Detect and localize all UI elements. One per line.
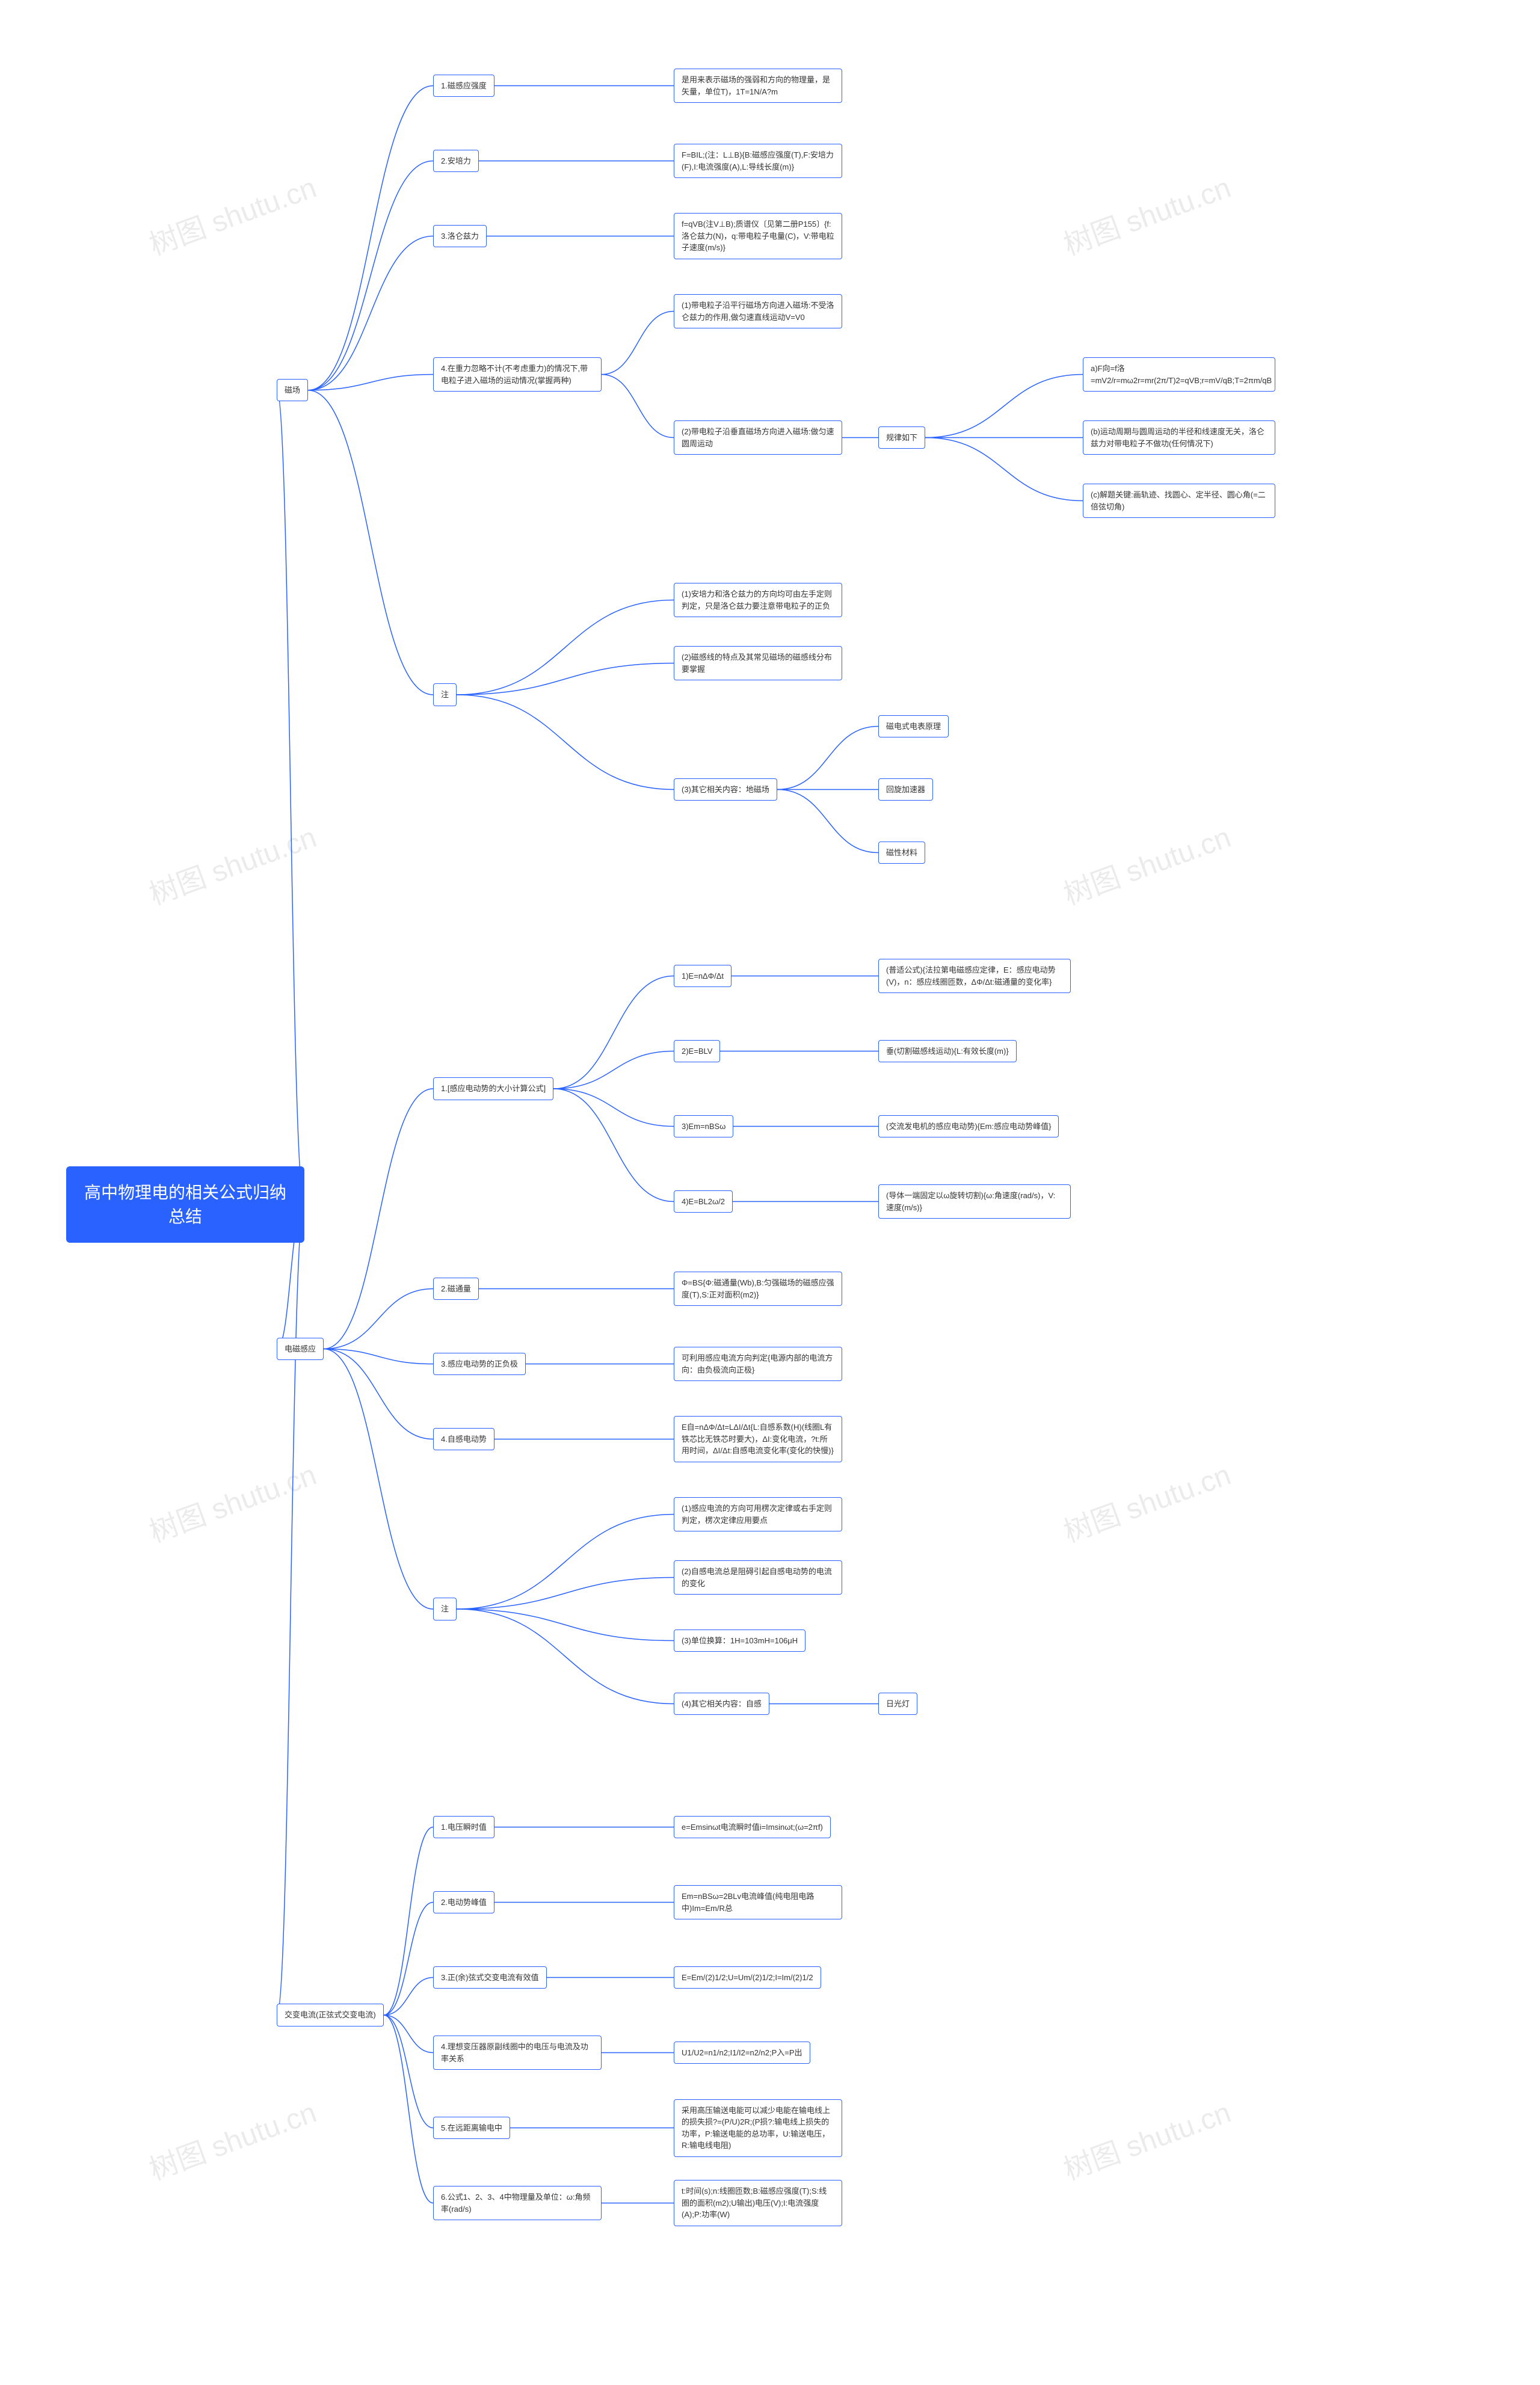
watermark: 树图 shutu.cn <box>143 2088 321 2188</box>
mindmap-node[interactable]: (2)自感电流总是阻碍引起自感电动势的电流的变化 <box>674 1560 842 1595</box>
mindmap-node[interactable]: (导体一端固定以ω旋转切割){ω:角速度(rad/s)，V:速度(m/s)} <box>878 1184 1071 1219</box>
mindmap-node[interactable]: 6.公式1、2、3、4中物理量及单位：ω:角频率(rad/s) <box>433 2186 602 2220</box>
mindmap-node[interactable]: (1)带电粒子沿平行磁场方向进入磁场:不受洛仑兹力的作用,做匀速直线运动V=V0 <box>674 294 842 328</box>
mindmap-node[interactable]: 4.自感电动势 <box>433 1428 494 1451</box>
mindmap-node[interactable]: 磁场 <box>277 379 308 402</box>
mindmap-node[interactable]: 2)E=BLV <box>674 1040 720 1063</box>
mindmap-node[interactable]: (2)带电粒子沿垂直磁场方向进入磁场:做匀速圆周运动 <box>674 420 842 455</box>
mindmap-canvas: 树图 shutu.cn 树图 shutu.cn 树图 shutu.cn 树图 shut… <box>24 24 1516 2337</box>
mindmap-node[interactable]: 磁电式电表原理 <box>878 715 949 738</box>
mindmap-node[interactable]: 1.电压瞬时值 <box>433 1816 494 1839</box>
mindmap-node[interactable]: 磁性材料 <box>878 842 925 864</box>
mindmap-node[interactable]: E自=nΔΦ/Δt=LΔI/Δt{L:自感系数(H)(线圈L有铁芯比无铁芯时要大… <box>674 1416 842 1462</box>
mindmap-node[interactable]: 2.磁通量 <box>433 1278 479 1300</box>
watermark: 树图 shutu.cn <box>1057 1451 1236 1550</box>
mindmap-node[interactable]: (1)安培力和洛仑兹力的方向均可由左手定则判定，只是洛仑兹力要注意带电粒子的正负 <box>674 583 842 617</box>
watermark: 树图 shutu.cn <box>143 164 321 263</box>
mindmap-node[interactable]: 4)E=BL2ω/2 <box>674 1190 733 1213</box>
mindmap-node[interactable]: 4.在重力忽略不计(不考虑重力)的情况下,带电粒子进入磁场的运动情况(掌握两种) <box>433 357 602 392</box>
mindmap-node[interactable]: 1.[感应电动势的大小计算公式] <box>433 1077 553 1100</box>
mindmap-node[interactable]: t:时间(s);n:线圈匝数;B:磁感应强度(T);S:线圈的面积(m2);U输… <box>674 2180 842 2226</box>
mindmap-node[interactable]: 可利用感应电流方向判定{电源内部的电流方向：由负极流向正极} <box>674 1347 842 1381</box>
mindmap-node[interactable]: 日光灯 <box>878 1693 917 1716</box>
mindmap-node[interactable]: (2)磁感线的特点及其常见磁场的磁感线分布要掌握 <box>674 646 842 680</box>
mindmap-node[interactable]: 电磁感应 <box>277 1338 324 1361</box>
mindmap-node[interactable]: U1/U2=n1/n2;I1/I2=n2/n2;P入=P出 <box>674 2042 810 2064</box>
mindmap-node[interactable]: 1.磁感应强度 <box>433 75 494 97</box>
mindmap-node[interactable]: 5.在远距离输电中 <box>433 2117 510 2140</box>
mindmap-node[interactable]: 2.安培力 <box>433 150 479 173</box>
mindmap-node[interactable]: Em=nBSω=2BLv电流峰值(纯电阻电路中)Im=Em/R总 <box>674 1885 842 1919</box>
mindmap-node[interactable]: 回旋加速器 <box>878 778 933 801</box>
mindmap-node[interactable]: a)F向=f洛=mV2/r=mω2r=mr(2π/T)2=qVB;r=mV/qB… <box>1083 357 1275 392</box>
mindmap-node[interactable]: 3.正(余)弦式交变电流有效值 <box>433 1966 547 1989</box>
mindmap-node[interactable]: (交流发电机的感应电动势){Em:感应电动势峰值} <box>878 1115 1059 1138</box>
mindmap-node[interactable]: (b)运动周期与圆周运动的半径和线速度无关，洛仑兹力对带电粒子不做功(任何情况下… <box>1083 420 1275 455</box>
mindmap-node[interactable]: (c)解题关键:画轨迹、找圆心、定半径、圆心角(=二倍弦切角) <box>1083 484 1275 518</box>
mindmap-node[interactable]: E=Em/(2)1/2;U=Um/(2)1/2;I=Im/(2)1/2 <box>674 1966 821 1989</box>
mindmap-node[interactable]: (4)其它相关内容：自感 <box>674 1693 769 1716</box>
mindmap-node[interactable]: 3)Em=nBSω <box>674 1115 733 1138</box>
watermark: 树图 shutu.cn <box>1057 164 1236 263</box>
watermark: 树图 shutu.cn <box>143 813 321 912</box>
mindmap-node[interactable]: 1)E=nΔΦ/Δt <box>674 965 732 988</box>
mindmap-node[interactable]: (普适公式){法拉第电磁感应定律，E：感应电动势(V)，n：感应线圈匝数，ΔΦ/… <box>878 959 1071 993</box>
mindmap-node[interactable]: 3.感应电动势的正负极 <box>433 1353 526 1376</box>
mindmap-node[interactable]: 注 <box>433 683 457 706</box>
mindmap-node[interactable]: 交变电流(正弦式交变电流) <box>277 2004 384 2026</box>
mindmap-node[interactable]: 是用来表示磁场的强弱和方向的物理量，是矢量，单位T)，1T=1N/A?m <box>674 69 842 103</box>
mindmap-node[interactable]: F=BIL;(注：L⊥B){B:磁感应强度(T),F:安培力(F),I:电流强度… <box>674 144 842 178</box>
mindmap-node[interactable]: 3.洛仑兹力 <box>433 225 487 248</box>
mindmap-node[interactable]: 4.理想变压器原副线圈中的电压与电流及功率关系 <box>433 2036 602 2070</box>
mindmap-node[interactable]: 注 <box>433 1598 457 1620</box>
mindmap-node[interactable]: 采用高压输送电能可以减少电能在输电线上的损失损?=(P/U)2R;(P损?:输电… <box>674 2099 842 2157</box>
mindmap-node[interactable]: Φ=BS{Φ:磁通量(Wb),B:匀强磁场的磁感应强度(T),S:正对面积(m2… <box>674 1272 842 1306</box>
mindmap-node[interactable]: f=qVB(注V⊥B);质谱仪〔见第二册P155〕{f:洛仑兹力(N)，q:带电… <box>674 213 842 259</box>
watermark: 树图 shutu.cn <box>1057 2088 1236 2188</box>
mindmap-node[interactable]: (1)感应电流的方向可用楞次定律或右手定则判定，楞次定律应用要点 <box>674 1497 842 1531</box>
mindmap-node[interactable]: 2.电动势峰值 <box>433 1891 494 1914</box>
mindmap-root[interactable]: 高中物理电的相关公式归纳总结 <box>66 1166 304 1242</box>
mindmap-node[interactable]: e=Emsinωt电流瞬时值i=Imsinωt;(ω=2πf) <box>674 1816 831 1839</box>
mindmap-node[interactable]: 垂(切割磁感线运动){L:有效长度(m)} <box>878 1040 1017 1063</box>
watermark: 树图 shutu.cn <box>1057 813 1236 912</box>
mindmap-node[interactable]: (3)单位换算：1H=103mH=106μH <box>674 1629 805 1652</box>
mindmap-node[interactable]: 规律如下 <box>878 426 925 449</box>
mindmap-node[interactable]: (3)其它相关内容：地磁场 <box>674 778 777 801</box>
watermark: 树图 shutu.cn <box>143 1451 321 1550</box>
